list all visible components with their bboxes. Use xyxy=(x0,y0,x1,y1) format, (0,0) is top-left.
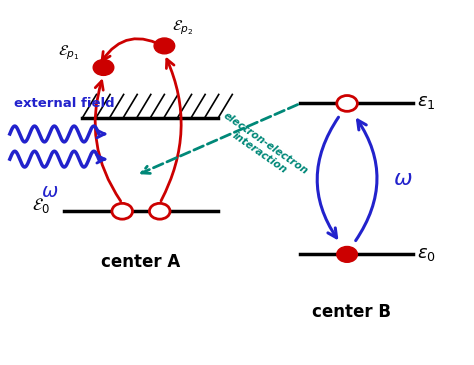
Text: $\epsilon_1$: $\epsilon_1$ xyxy=(417,93,436,111)
Circle shape xyxy=(337,96,357,111)
Text: $\epsilon_0$: $\epsilon_0$ xyxy=(417,245,436,264)
Text: center A: center A xyxy=(101,253,181,270)
Circle shape xyxy=(93,59,114,76)
Text: $\omega$: $\omega$ xyxy=(41,182,58,201)
Text: electron-electron
interaction: electron-electron interaction xyxy=(215,111,310,186)
Circle shape xyxy=(154,38,175,54)
Circle shape xyxy=(112,203,133,219)
Text: $\mathcal{E}_{p_1}$: $\mathcal{E}_{p_1}$ xyxy=(58,43,79,62)
Circle shape xyxy=(337,246,357,262)
Text: external field: external field xyxy=(15,97,115,110)
Text: $\mathcal{E}_0$: $\mathcal{E}_0$ xyxy=(32,196,50,215)
Circle shape xyxy=(149,203,170,219)
Text: center B: center B xyxy=(312,303,391,321)
Text: $\mathcal{E}_{p_2}$: $\mathcal{E}_{p_2}$ xyxy=(173,18,194,37)
Text: $\omega$: $\omega$ xyxy=(393,169,413,189)
